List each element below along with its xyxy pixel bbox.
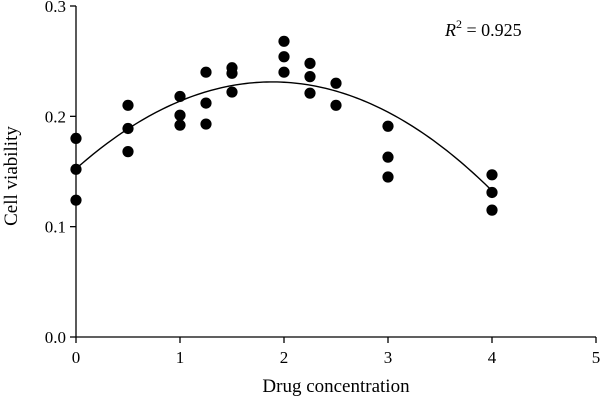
- data-point: [122, 122, 134, 135]
- data-point: [486, 186, 498, 199]
- data-point: [70, 194, 82, 206]
- data-point: [122, 99, 134, 111]
- y-tick-label: 0.2: [45, 107, 66, 126]
- data-point: [486, 204, 498, 216]
- data-point: [226, 67, 238, 79]
- data-point: [200, 66, 212, 78]
- data-point: [70, 163, 82, 175]
- data-point: [278, 66, 290, 78]
- data-point: [278, 51, 290, 63]
- r-squared-annotation: R2 = 0.925: [444, 17, 522, 40]
- data-point: [226, 86, 238, 98]
- data-point: [174, 109, 186, 121]
- data-point: [304, 87, 316, 99]
- data-point: [486, 169, 498, 181]
- axes: [75, 6, 596, 338]
- r-exponent: 2: [456, 17, 462, 31]
- data-point: [174, 119, 186, 131]
- x-tick-label: 5: [592, 348, 600, 367]
- data-point: [304, 71, 316, 83]
- points-layer: [70, 35, 498, 216]
- data-point: [278, 35, 290, 47]
- ticks: 0 1 2 3 4 5 0.0 0.1 0.2 0.3: [45, 0, 600, 367]
- data-point: [330, 77, 342, 89]
- y-axis-title: Cell viability: [1, 126, 22, 226]
- data-point: [200, 118, 212, 130]
- data-point: [382, 151, 394, 163]
- data-point: [330, 99, 342, 111]
- r-symbol: R: [444, 20, 456, 40]
- y-tick-label: 0.1: [45, 218, 66, 237]
- y-tick-label: 0.0: [45, 328, 66, 347]
- data-point: [122, 146, 134, 158]
- data-point: [174, 90, 186, 103]
- x-tick-label: 2: [280, 348, 289, 367]
- quadratic-fit-curve: [75, 81, 493, 192]
- x-tick-label: 1: [176, 348, 185, 367]
- x-axis-title: Drug concentration: [262, 376, 410, 397]
- data-point: [382, 171, 394, 183]
- data-point: [382, 120, 394, 132]
- x-tick-label: 0: [72, 348, 81, 367]
- data-point: [200, 97, 212, 109]
- x-tick-label: 3: [384, 348, 393, 367]
- data-point: [304, 57, 316, 69]
- data-point: [70, 132, 82, 144]
- x-tick-label: 4: [488, 348, 497, 367]
- y-tick-label: 0.3: [45, 0, 66, 16]
- r-value: = 0.925: [462, 20, 522, 40]
- fit-layer: [75, 81, 493, 192]
